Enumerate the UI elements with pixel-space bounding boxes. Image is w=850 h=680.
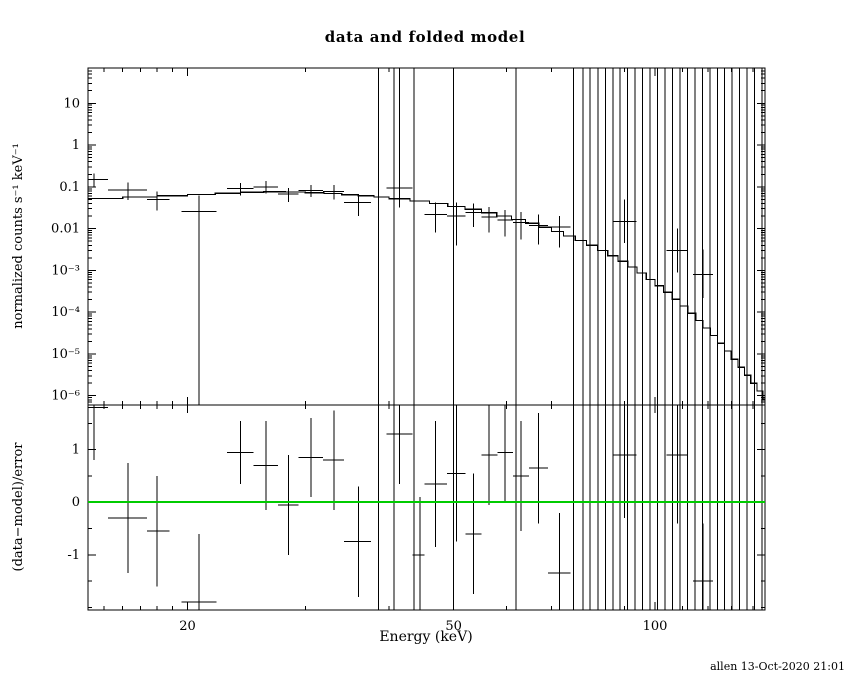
tick-label: -1	[67, 548, 80, 563]
y-axis-label-top: normalized counts s⁻¹ keV⁻¹	[11, 143, 26, 329]
plot-title: data and folded model	[325, 28, 526, 46]
tick-label: 10	[63, 96, 80, 111]
tick-label: 0.1	[59, 180, 80, 195]
tick-label: 10⁻³	[51, 263, 80, 278]
tick-label: 0.01	[51, 222, 80, 237]
tick-label: 10⁻⁶	[51, 389, 80, 404]
tick-label: 10⁻⁵	[51, 347, 80, 362]
tick-label: 0	[72, 495, 80, 510]
tick-label: 1	[72, 443, 80, 458]
y-axis-label-bottom: (data−model)/error	[11, 442, 26, 572]
tick-label: 20	[179, 619, 196, 634]
timestamp: allen 13-Oct-2020 21:01	[710, 660, 845, 673]
x-axis-label: Energy (keV)	[379, 629, 472, 645]
tick-label: 100	[643, 619, 668, 634]
model-line	[88, 191, 765, 400]
tick-label: 1	[72, 138, 80, 153]
tick-label: 50	[445, 619, 462, 634]
tick-label: 10⁻⁴	[51, 305, 80, 320]
